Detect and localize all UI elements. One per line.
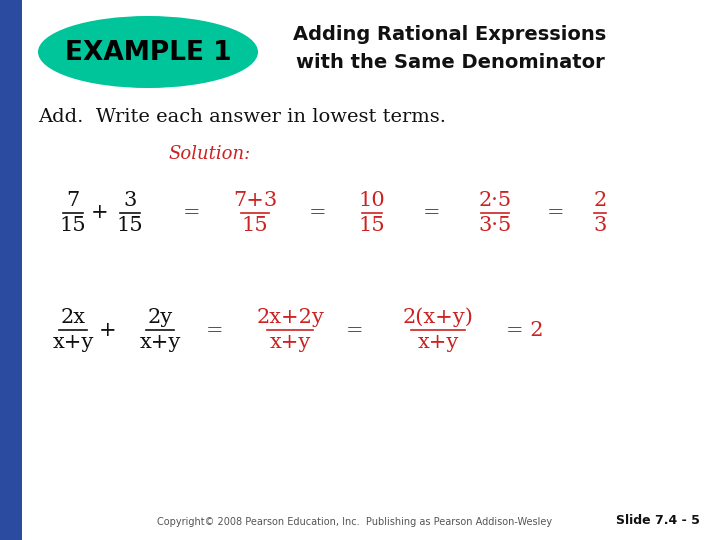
Text: 10: 10 bbox=[359, 191, 385, 210]
Text: 2x: 2x bbox=[60, 308, 86, 327]
Text: =: = bbox=[183, 204, 201, 222]
Text: 15: 15 bbox=[117, 216, 143, 235]
Text: x+y: x+y bbox=[418, 333, 459, 352]
Text: 2: 2 bbox=[593, 191, 607, 210]
Text: x+y: x+y bbox=[53, 333, 94, 352]
Text: = 2: = 2 bbox=[506, 321, 544, 340]
Text: 7: 7 bbox=[66, 191, 80, 210]
Text: x+y: x+y bbox=[139, 333, 181, 352]
Text: 15: 15 bbox=[242, 216, 269, 235]
Text: Add.  Write each answer in lowest terms.: Add. Write each answer in lowest terms. bbox=[38, 108, 446, 126]
Text: =: = bbox=[346, 321, 364, 340]
Text: 3·5: 3·5 bbox=[478, 216, 512, 235]
Ellipse shape bbox=[38, 16, 258, 88]
Text: +: + bbox=[99, 321, 117, 340]
Text: 2(x+y): 2(x+y) bbox=[402, 307, 474, 327]
Text: =: = bbox=[423, 204, 441, 222]
Text: Copyright© 2008 Pearson Education, Inc.  Publishing as Pearson Addison-Wesley: Copyright© 2008 Pearson Education, Inc. … bbox=[158, 517, 552, 527]
Text: EXAMPLE 1: EXAMPLE 1 bbox=[65, 40, 231, 66]
Text: Adding Rational Expressions: Adding Rational Expressions bbox=[293, 25, 607, 44]
Text: 2y: 2y bbox=[148, 308, 173, 327]
Text: 15: 15 bbox=[60, 216, 86, 235]
Text: =: = bbox=[309, 204, 327, 222]
Text: =: = bbox=[206, 321, 224, 340]
Text: 2x+2y: 2x+2y bbox=[256, 308, 324, 327]
Text: 7+3: 7+3 bbox=[233, 191, 277, 210]
Text: 15: 15 bbox=[359, 216, 385, 235]
Text: Slide 7.4 - 5: Slide 7.4 - 5 bbox=[616, 514, 700, 527]
Text: with the Same Denominator: with the Same Denominator bbox=[296, 52, 604, 71]
Text: =: = bbox=[547, 204, 564, 222]
Text: 3: 3 bbox=[593, 216, 607, 235]
Text: x+y: x+y bbox=[269, 333, 311, 352]
Bar bbox=[0, 0, 22, 540]
Text: Solution:: Solution: bbox=[168, 145, 251, 163]
Text: 3: 3 bbox=[123, 191, 137, 210]
Text: +: + bbox=[91, 204, 109, 222]
Text: 2·5: 2·5 bbox=[478, 191, 512, 210]
